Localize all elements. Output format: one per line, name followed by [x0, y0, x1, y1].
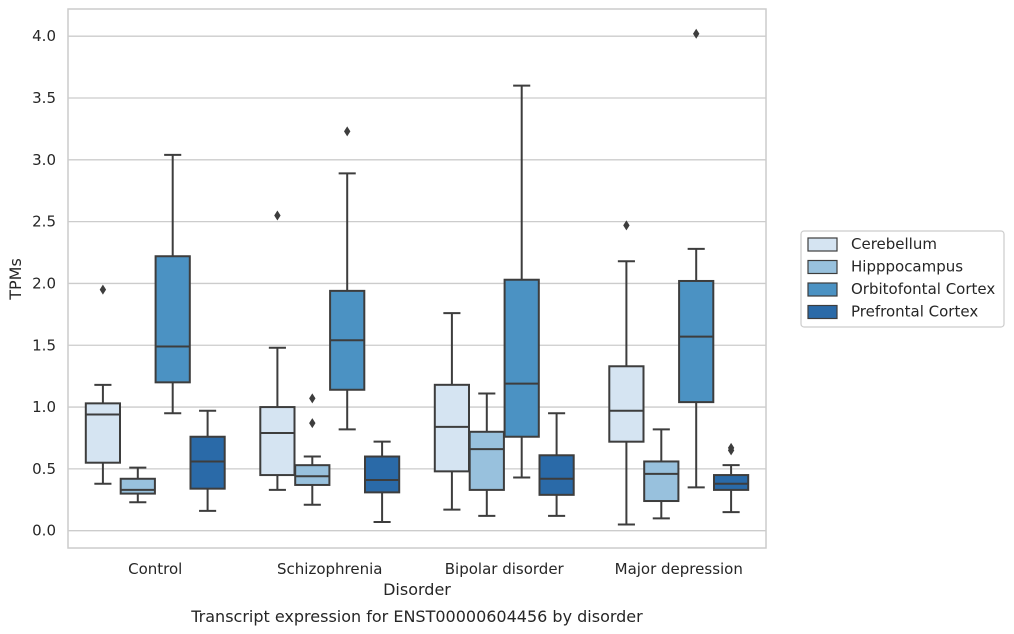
legend-label: Prefrontal Cortex [851, 303, 978, 321]
outlier-marker [309, 393, 316, 404]
box [84, 402, 122, 464]
y-tick-label: 4.0 [32, 27, 56, 45]
outlier-marker [99, 284, 107, 295]
box-group [433, 312, 471, 511]
x-tick-label: Control [128, 560, 182, 578]
y-tick-label: 1.5 [32, 336, 56, 354]
outlier-marker [344, 126, 351, 137]
box [154, 255, 191, 384]
x-tick-label: Bipolar disorder [445, 560, 565, 578]
box [608, 365, 645, 443]
box-group [119, 466, 156, 504]
box-group [189, 409, 226, 512]
box-group [363, 440, 401, 524]
box [119, 477, 156, 495]
y-tick-label: 3.0 [32, 151, 56, 169]
box-plot-marks [84, 28, 750, 526]
x-axis-ticks: Control Schizophrenia Bipolar disorder Majo… [128, 560, 743, 578]
x-axis-label: Disorder [383, 580, 451, 599]
y-axis-ticks: 0.0 0.5 1.0 1.5 2.0 2.5 3.0 3.5 4.0 [32, 27, 56, 539]
box-group [608, 220, 645, 526]
y-tick-label: 0.0 [32, 522, 56, 540]
outlier-marker [623, 220, 630, 231]
box [363, 455, 401, 494]
legend-label: Hipppocampus [851, 258, 963, 276]
box-group [84, 284, 122, 485]
box [538, 454, 575, 496]
box [678, 279, 715, 404]
legend-frame [800, 230, 1005, 328]
y-tick-label: 0.5 [32, 460, 56, 478]
box [643, 460, 680, 503]
box-group [643, 428, 680, 520]
legend-label: Orbitofontal Cortex [851, 280, 995, 298]
y-tick-label: 3.5 [32, 89, 56, 107]
y-tick-label: 1.0 [32, 398, 56, 416]
box-group [538, 412, 575, 517]
box-group [712, 442, 750, 514]
legend-swatch [807, 237, 838, 252]
legend-label: Cerebellum [851, 235, 937, 253]
outlier-marker [693, 28, 700, 39]
legend-swatch [807, 282, 838, 297]
box-group [678, 28, 715, 489]
box [259, 406, 296, 477]
outlier-marker [274, 210, 281, 221]
y-tick-label: 2.0 [32, 274, 56, 292]
box [712, 474, 750, 491]
box [294, 464, 331, 486]
box-group [329, 126, 366, 431]
x-tick-label: Major depression [615, 560, 743, 578]
x-tick-label: Schizophrenia [277, 560, 382, 578]
y-axis-label: TPMs [6, 258, 25, 301]
box [503, 278, 540, 438]
legend: Cerebellum Hipppocampus Orbitofontal Corte… [800, 230, 1005, 328]
legend-swatch [807, 304, 838, 320]
box-group [294, 393, 331, 506]
box-group [468, 392, 505, 517]
chart-caption: Transcript expression for ENST0000060445… [190, 607, 643, 626]
box-group [154, 153, 191, 415]
y-tick-label: 2.5 [32, 213, 56, 231]
box [468, 430, 505, 491]
outlier-marker [309, 418, 316, 429]
box [189, 435, 226, 490]
box-group [503, 84, 540, 479]
legend-swatch [807, 259, 838, 275]
box-group [259, 210, 296, 491]
box [433, 383, 471, 473]
outlier-marker [727, 442, 735, 453]
plot-frame [67, 8, 767, 549]
